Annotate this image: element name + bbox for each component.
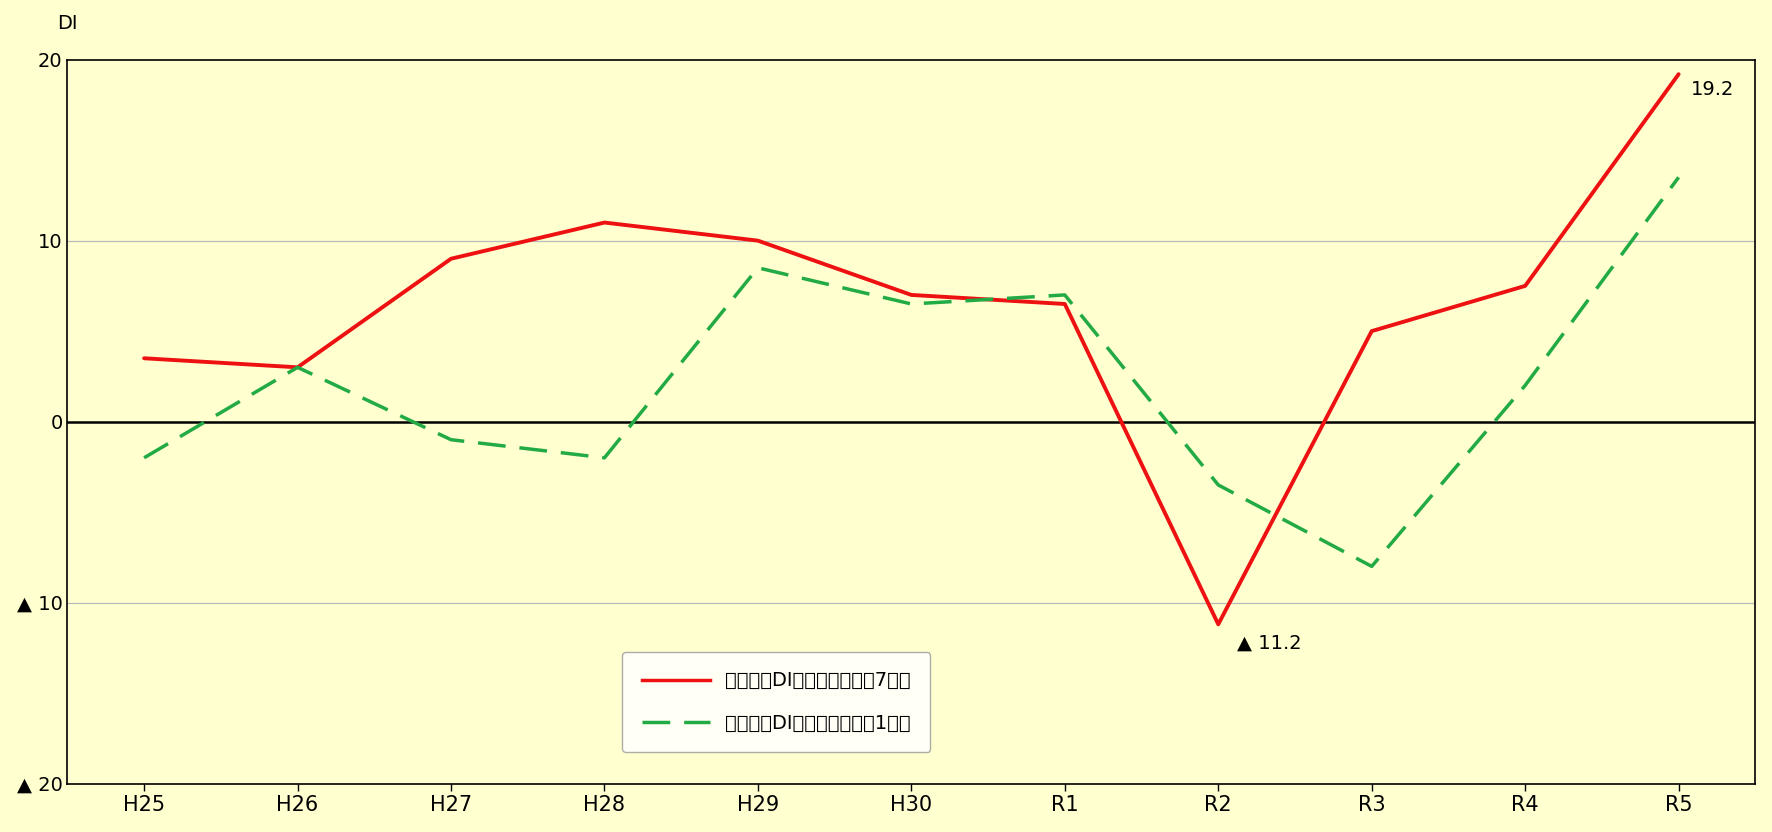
Text: ▲ 11.2: ▲ 11.2 <box>1237 633 1301 652</box>
Legend: 設備投賄DI（修正見通し：7月）, 設備投賄DI（当初見通し：1月）: 設備投賄DI（修正見通し：7月）, 設備投賄DI（当初見通し：1月） <box>622 651 930 752</box>
Text: DI: DI <box>57 13 78 32</box>
Text: 19.2: 19.2 <box>1690 80 1735 99</box>
